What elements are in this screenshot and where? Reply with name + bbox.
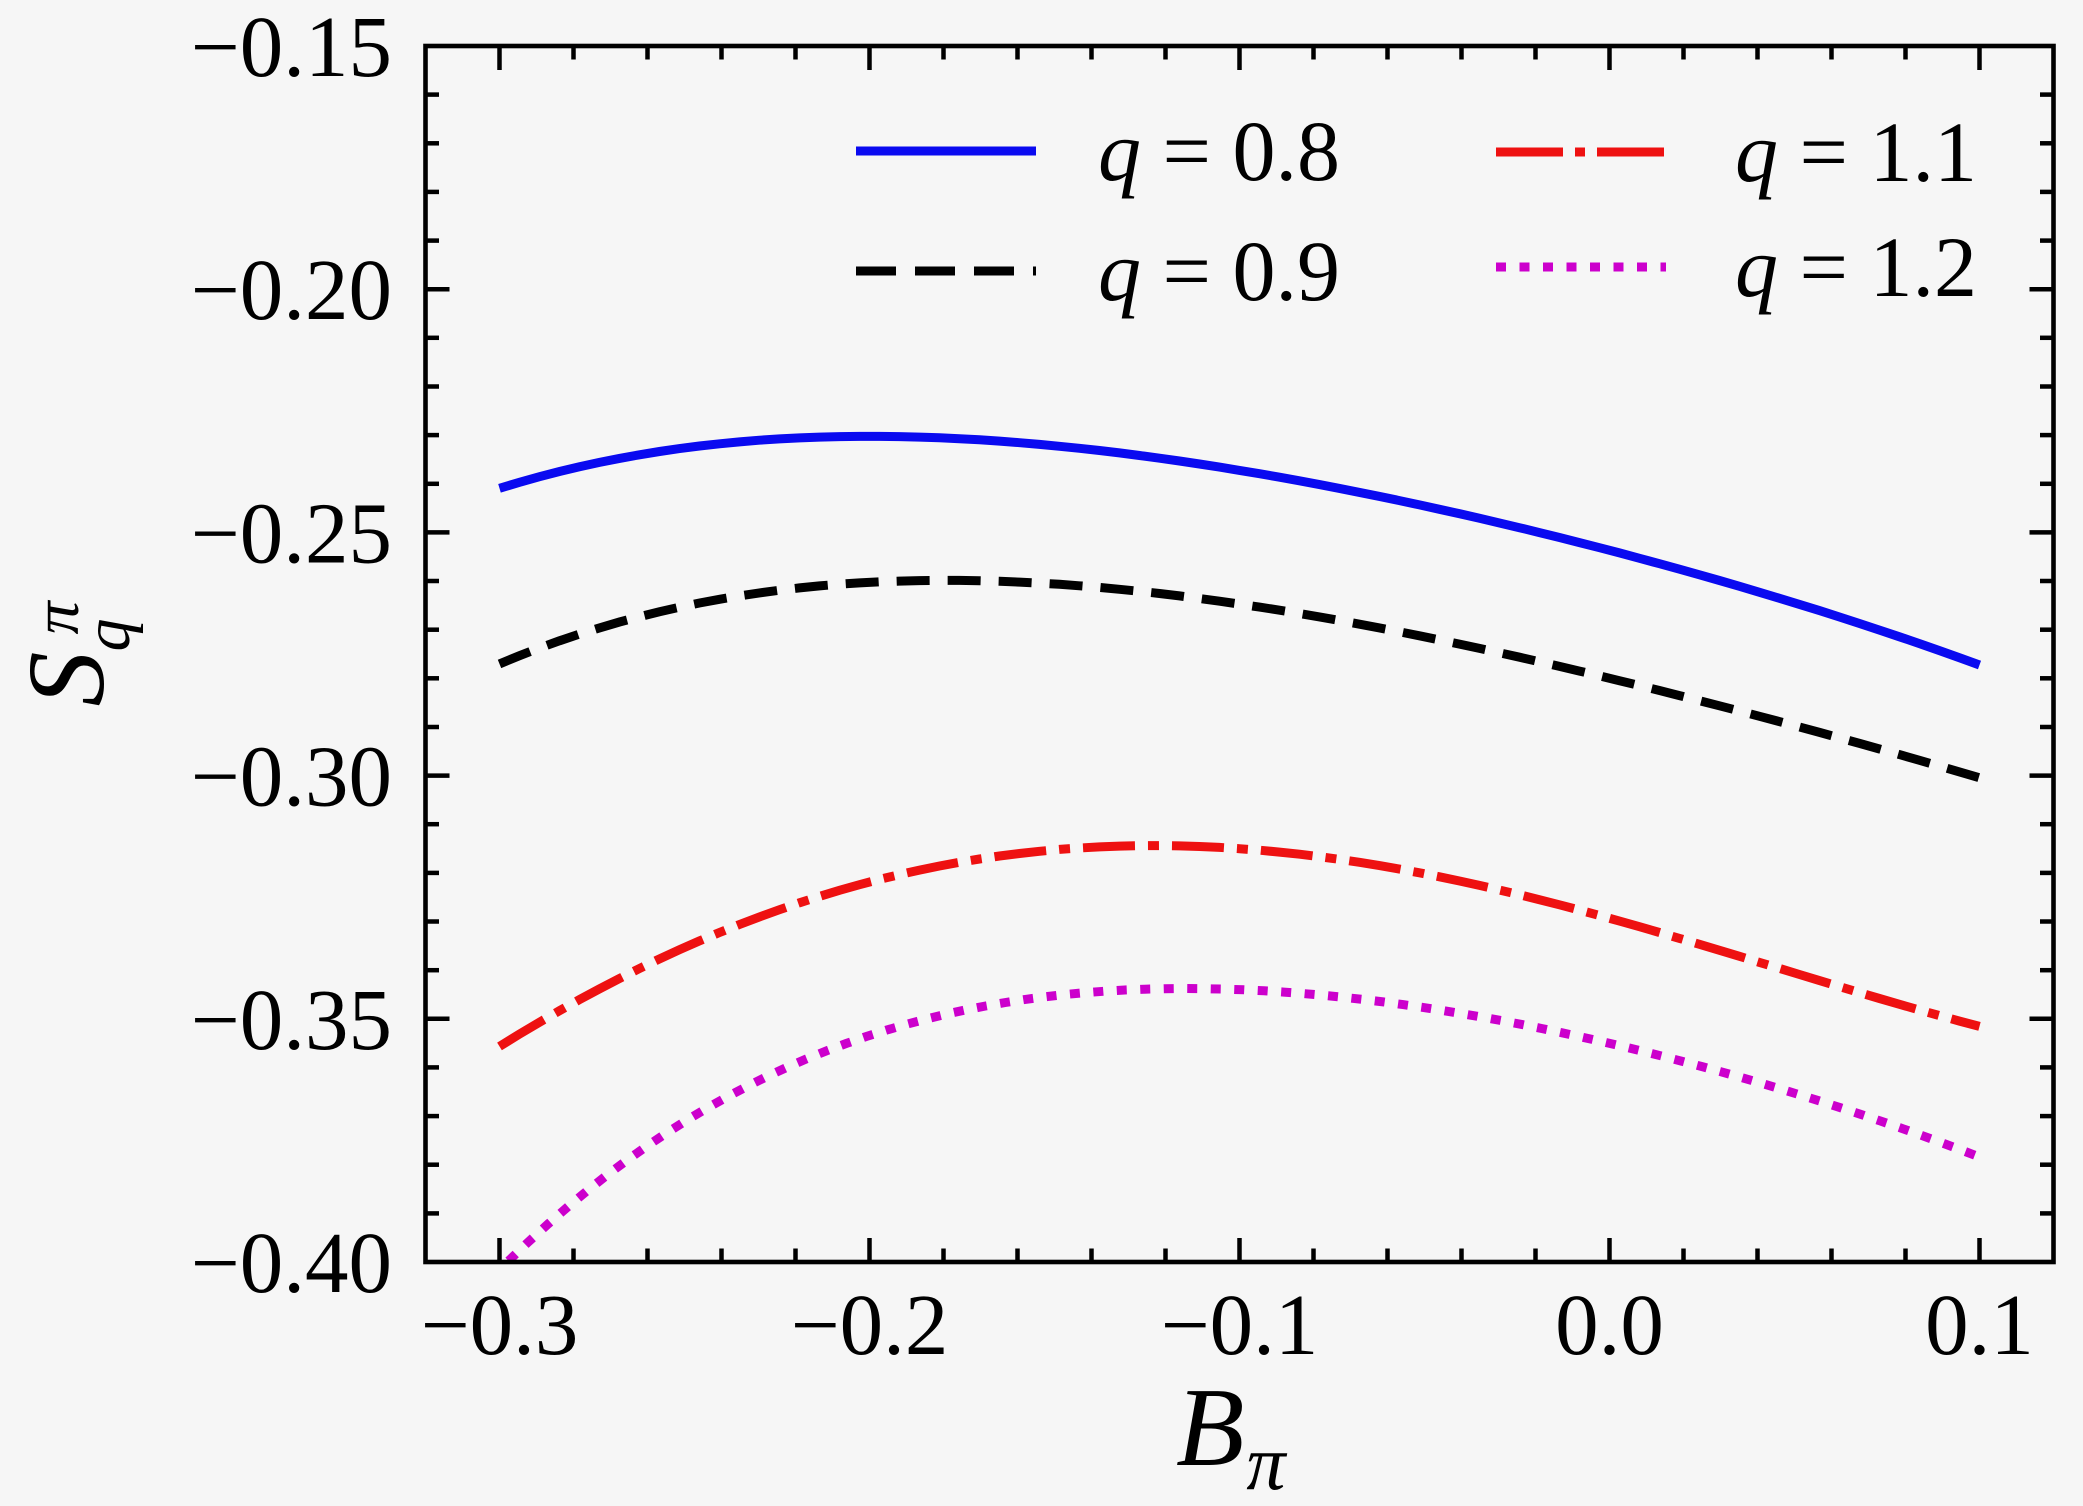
svg-text:0.1: 0.1 xyxy=(1925,1276,2034,1373)
svg-text:0.0: 0.0 xyxy=(1555,1276,1664,1373)
svg-text:−0.20: −0.20 xyxy=(191,241,392,338)
svg-text:−0.1: −0.1 xyxy=(1161,1276,1319,1373)
svg-text:−0.40: −0.40 xyxy=(191,1214,392,1311)
svg-text:Bπ: Bπ xyxy=(1176,1366,1287,1506)
svg-text:q = 0.9: q = 0.9 xyxy=(1098,223,1340,319)
svg-text:−0.15: −0.15 xyxy=(191,0,392,95)
svg-text:q = 1.1: q = 1.1 xyxy=(1735,104,1977,200)
svg-text:−0.35: −0.35 xyxy=(191,971,392,1068)
svg-text:−0.3: −0.3 xyxy=(421,1276,579,1373)
svg-text:−0.2: −0.2 xyxy=(791,1276,949,1373)
svg-text:q = 1.2: q = 1.2 xyxy=(1735,219,1977,315)
svg-text:q = 0.8: q = 0.8 xyxy=(1098,103,1340,199)
svg-text:−0.25: −0.25 xyxy=(191,484,392,581)
svg-text:−0.30: −0.30 xyxy=(191,728,392,825)
svg-text:Sqπ: Sqπ xyxy=(5,600,144,707)
